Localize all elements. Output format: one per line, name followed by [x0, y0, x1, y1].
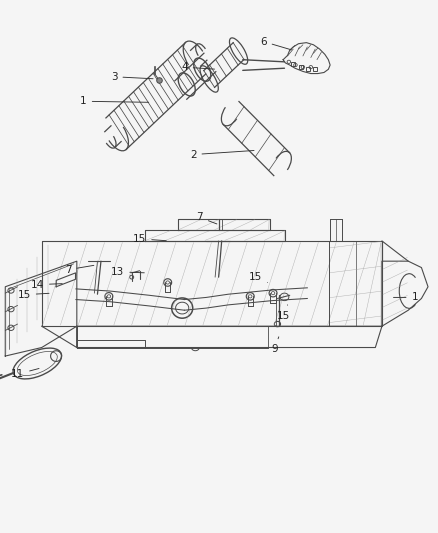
Text: 6: 6 — [259, 37, 291, 50]
Text: 15: 15 — [133, 234, 166, 244]
Text: 11: 11 — [11, 368, 39, 379]
Text: 7: 7 — [196, 213, 216, 224]
Text: 13: 13 — [111, 267, 144, 277]
Text: 3: 3 — [110, 72, 153, 82]
Text: 15: 15 — [248, 272, 267, 282]
Text: 14: 14 — [31, 280, 62, 289]
Text: 15: 15 — [18, 290, 49, 300]
Text: 15: 15 — [276, 305, 289, 320]
Text: 1: 1 — [80, 96, 148, 106]
Text: 2: 2 — [189, 150, 254, 159]
Text: 9: 9 — [270, 337, 278, 354]
Text: 7: 7 — [64, 265, 94, 274]
Text: 1: 1 — [392, 293, 417, 302]
Text: 4: 4 — [180, 62, 214, 72]
